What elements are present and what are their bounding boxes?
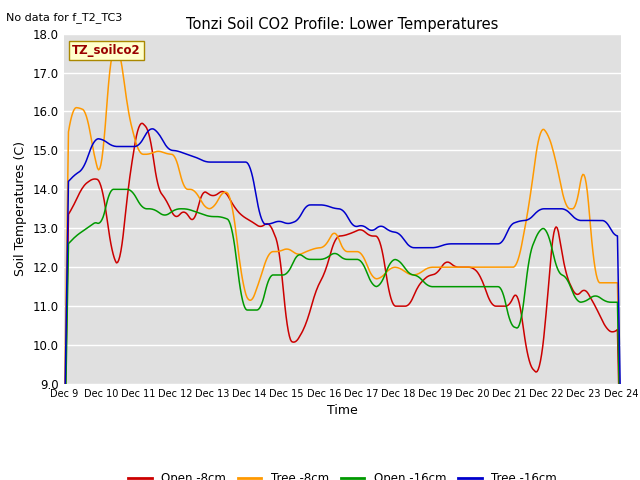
Title: Tonzi Soil CO2 Profile: Lower Temperatures: Tonzi Soil CO2 Profile: Lower Temperatur… <box>186 17 499 33</box>
X-axis label: Time: Time <box>327 405 358 418</box>
Legend: Open -8cm, Tree -8cm, Open -16cm, Tree -16cm: Open -8cm, Tree -8cm, Open -16cm, Tree -… <box>124 467 561 480</box>
Text: TZ_soilco2: TZ_soilco2 <box>72 44 141 57</box>
Y-axis label: Soil Temperatures (C): Soil Temperatures (C) <box>15 141 28 276</box>
Text: No data for f_T2_TC3: No data for f_T2_TC3 <box>6 12 123 23</box>
